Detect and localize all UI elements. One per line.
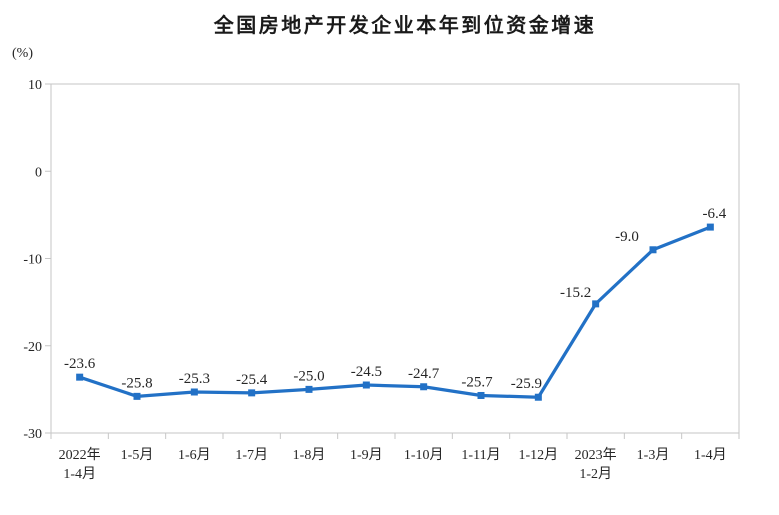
data-point-label: -25.0 [293,368,324,384]
x-category-label: 1-5月 [121,447,154,463]
x-category-label: 2023年 [575,447,617,463]
chart-title: 全国房地产开发企业本年到位资金增速 [213,13,597,37]
data-point-marker [534,393,542,401]
data-point-marker [592,300,600,308]
y-tick-label: -30 [23,427,42,442]
plot-border [50,83,740,434]
data-point-label: -23.6 [64,356,96,372]
data-point-marker [706,223,714,231]
x-category-label: 1-9月 [350,447,383,463]
x-category-label: 1-4月 [63,466,96,482]
data-point-label: -25.3 [179,371,210,387]
data-point-marker [76,373,84,381]
x-category-label: 1-3月 [637,447,670,463]
data-point-label: -24.5 [351,364,382,380]
x-category-label: 1-11月 [461,447,500,463]
x-category-label: 1-6月 [178,447,211,463]
data-point-label: -9.0 [615,229,639,245]
data-point-marker [362,381,370,389]
series-line [78,225,712,399]
x-category-label: 1-12月 [518,447,558,463]
data-point-marker [133,392,141,400]
data-point-marker [649,246,657,254]
data-point-marker [477,391,485,399]
y-tick-label: -20 [23,340,42,355]
x-category-label: 1-7月 [235,447,268,463]
data-point-label: -25.7 [461,374,493,390]
x-category-label: 1-2月 [579,466,612,482]
plot-area: 10 0 -10 -20 -30 -23.6 -25.8 -25.3 -25.4 -25.0 -24… [23,78,740,482]
data-point-label: -25.4 [236,372,268,388]
data-point-label: -25.8 [121,375,152,391]
data-point-label: -6.4 [702,206,726,222]
y-tick-label: -10 [23,253,42,268]
x-category-label: 1-10月 [404,447,444,463]
data-point-marker [248,389,256,397]
x-category-label: 1-8月 [293,447,326,463]
data-point-label: -24.7 [408,366,440,382]
data-point-marker [305,385,313,393]
y-tick-label: 0 [35,165,42,180]
data-point-label: -15.2 [560,285,591,301]
data-point-marker [190,388,198,396]
y-axis-unit-label: (%) [12,46,33,61]
x-category-label: 2022年 [59,447,101,463]
data-point-marker [420,383,428,391]
y-tick-label: 10 [28,78,42,93]
data-point-label: -25.9 [511,376,542,392]
x-category-label: 1-4月 [694,447,727,463]
